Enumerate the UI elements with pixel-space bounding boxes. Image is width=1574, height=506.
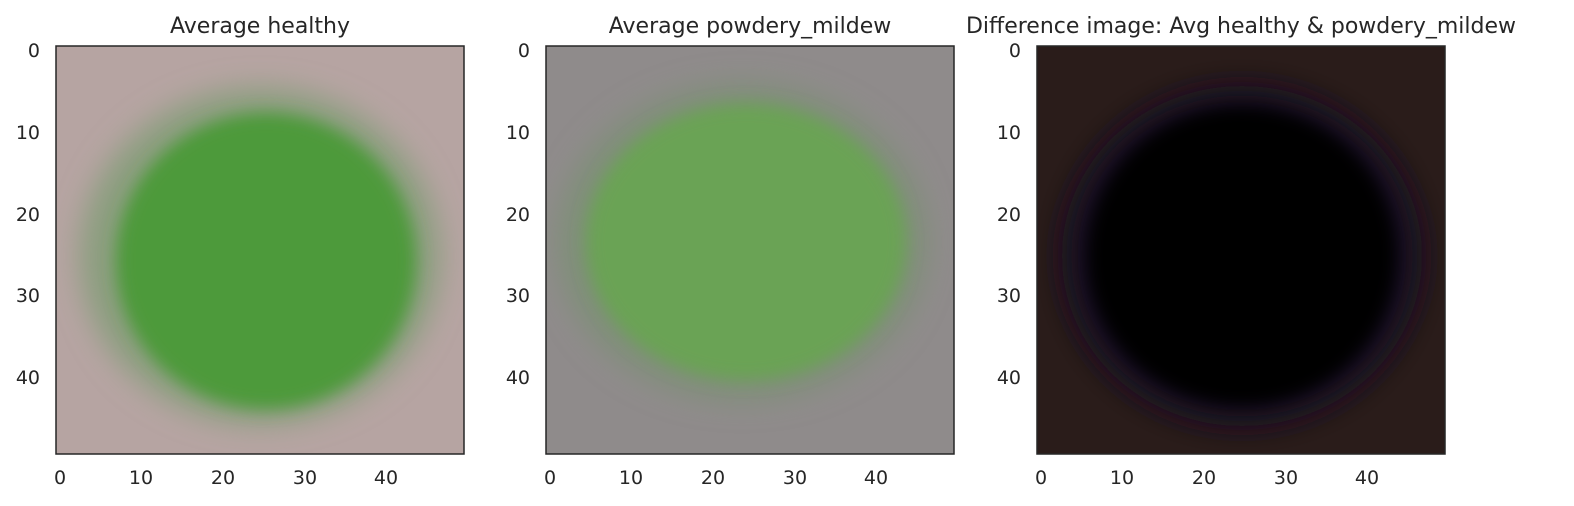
x-tick-label: 30	[1274, 467, 1298, 489]
panel-difference-image: Difference image: Avg healthy & powdery_…	[966, 14, 1516, 489]
y-tick-labels: 0 10 20 30 40	[16, 40, 40, 389]
x-tick-label: 40	[374, 467, 398, 489]
y-tick-label: 30	[16, 285, 40, 307]
y-tick-label: 0	[28, 40, 40, 62]
x-tick-label: 20	[701, 467, 725, 489]
y-tick-label: 30	[997, 285, 1021, 307]
x-tick-label: 0	[54, 467, 66, 489]
panel-title: Average powdery_mildew	[609, 14, 891, 39]
y-tick-label: 0	[518, 40, 530, 62]
leaf-image	[56, 46, 464, 454]
leaf-body	[1087, 106, 1397, 406]
panel-average-powdery-mildew: Average powdery_mildew 0 10 20 30 40 0 1…	[506, 14, 955, 489]
y-tick-label: 20	[16, 204, 40, 226]
x-tick-label: 20	[211, 467, 235, 489]
x-tick-label: 10	[1110, 467, 1134, 489]
x-tick-label: 10	[129, 467, 153, 489]
y-tick-label: 10	[997, 122, 1021, 144]
y-tick-labels: 0 10 20 30 40	[506, 40, 530, 389]
leaf-image	[1037, 46, 1445, 454]
x-tick-labels: 0 10 20 30 40	[1035, 467, 1379, 489]
x-tick-label: 40	[864, 467, 888, 489]
y-tick-label: 0	[1009, 40, 1021, 62]
y-tick-label: 40	[997, 367, 1021, 389]
x-tick-labels: 0 10 20 30 40	[54, 467, 398, 489]
x-tick-label: 0	[1035, 467, 1047, 489]
x-tick-label: 10	[619, 467, 643, 489]
y-tick-labels: 0 10 20 30 40	[997, 40, 1021, 389]
y-tick-label: 10	[16, 122, 40, 144]
panel-title: Average healthy	[170, 14, 350, 39]
x-tick-label: 0	[544, 467, 556, 489]
x-tick-label: 30	[293, 467, 317, 489]
axes-frame	[55, 45, 465, 455]
x-tick-labels: 0 10 20 30 40	[544, 467, 888, 489]
leaf-body	[116, 113, 416, 409]
panel-average-healthy: Average healthy 0 10 20 30 40 0 10 20 30…	[16, 14, 465, 489]
y-tick-label: 40	[506, 367, 530, 389]
x-tick-label: 40	[1355, 467, 1379, 489]
x-tick-label: 30	[783, 467, 807, 489]
axes-frame	[545, 45, 955, 455]
panel-title: Difference image: Avg healthy & powdery_…	[966, 14, 1516, 39]
x-tick-label: 20	[1192, 467, 1216, 489]
leaf-image	[546, 46, 954, 454]
y-tick-label: 40	[16, 367, 40, 389]
axes-frame	[1036, 45, 1446, 455]
y-tick-label: 30	[506, 285, 530, 307]
y-tick-label: 10	[506, 122, 530, 144]
y-tick-label: 20	[506, 204, 530, 226]
leaf-body	[586, 104, 906, 380]
y-tick-label: 20	[997, 204, 1021, 226]
